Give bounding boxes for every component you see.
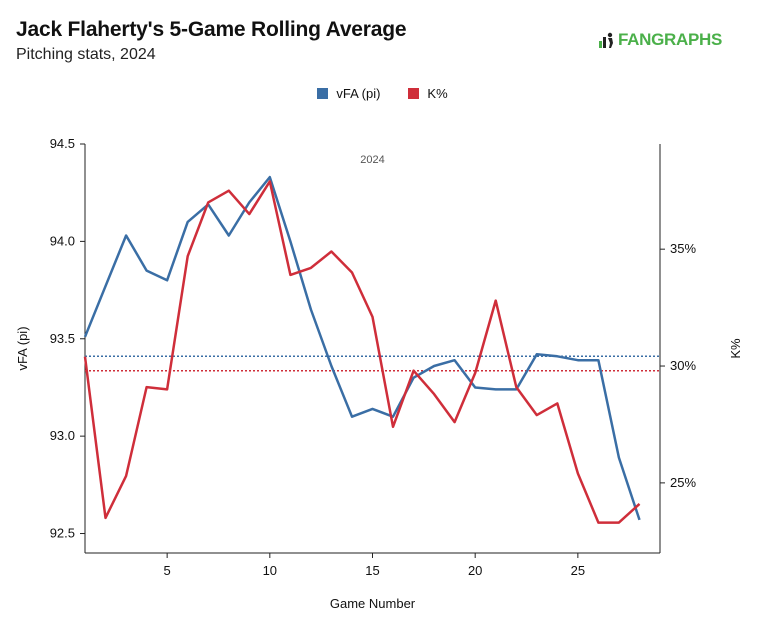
chart-title: Jack Flaherty's 5-Game Rolling Average xyxy=(16,18,407,41)
marks-group xyxy=(83,175,660,524)
x-tick-label: 15 xyxy=(365,563,379,578)
legend-swatch-vfa xyxy=(317,88,329,99)
y-left-tick-label: 93.5 xyxy=(50,331,75,346)
legend-label-vfa: vFA (pi) xyxy=(336,86,381,101)
fangraphs-logo: FANGRAPHS xyxy=(598,30,722,50)
legend-item-vfa[interactable]: vFA (pi) xyxy=(317,86,380,101)
axes-group xyxy=(80,143,665,558)
legend: vFA (pi) K% xyxy=(0,86,765,101)
fangraphs-batter-icon xyxy=(599,32,613,48)
y-left-tick-label: 93.0 xyxy=(50,428,75,443)
y-right-tick-label: 30% xyxy=(670,358,696,373)
x-tick-label: 20 xyxy=(468,563,482,578)
legend-item-kpct[interactable]: K% xyxy=(408,86,448,101)
legend-swatch-kpct xyxy=(408,88,420,99)
kpct-series-line xyxy=(83,180,641,524)
y-left-axis-title: vFA (pi) xyxy=(15,326,30,370)
y-left-tick-label: 92.5 xyxy=(50,526,75,541)
fangraphs-logo-text: FANGRAPHS xyxy=(618,30,723,49)
y-right-tick-label: 25% xyxy=(670,475,696,490)
y-left-tick-label: 94.5 xyxy=(50,136,75,151)
y-right-axis-title: K% xyxy=(728,338,743,359)
y-right-tick-label: 35% xyxy=(670,241,696,256)
x-tick-label: 5 xyxy=(164,563,171,578)
x-tick-label: 25 xyxy=(571,563,585,578)
labels-group: 92.5 93.0 93.5 94.0 94.5 25% 30% 35% 5 10 15 20 25 Ga… xyxy=(15,136,743,611)
x-axis-title: Game Number xyxy=(330,596,416,611)
vfa-series-line xyxy=(83,175,641,521)
chart-subtitle: Pitching stats, 2024 xyxy=(16,46,156,63)
x-tick-label: 10 xyxy=(263,563,277,578)
season-annotation: 2024 xyxy=(360,154,384,166)
legend-label-kpct: K% xyxy=(427,86,448,101)
y-left-tick-label: 94.0 xyxy=(50,233,75,248)
